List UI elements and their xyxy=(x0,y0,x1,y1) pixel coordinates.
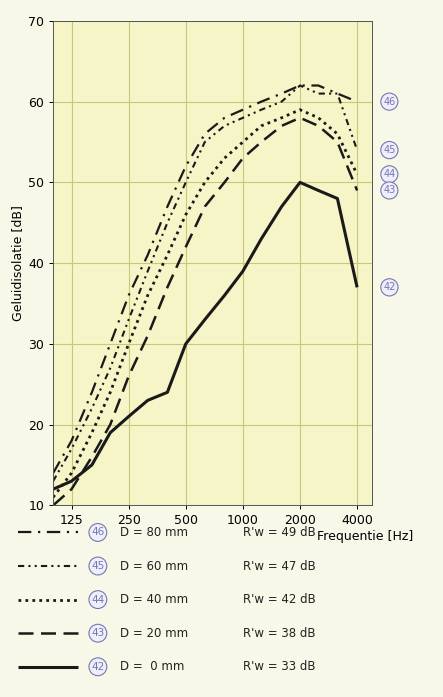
Text: 42: 42 xyxy=(383,282,396,292)
Text: R'w = 33 dB: R'w = 33 dB xyxy=(243,660,316,673)
Text: 46: 46 xyxy=(383,97,396,107)
X-axis label: Frequentie [Hz]: Frequentie [Hz] xyxy=(317,530,414,543)
Text: 45: 45 xyxy=(91,561,105,571)
Text: R'w = 38 dB: R'w = 38 dB xyxy=(243,627,316,640)
Text: D =  0 mm: D = 0 mm xyxy=(120,660,184,673)
Text: R'w = 49 dB: R'w = 49 dB xyxy=(243,526,316,539)
Text: 44: 44 xyxy=(91,595,105,604)
Text: D = 80 mm: D = 80 mm xyxy=(120,526,187,539)
Text: R'w = 47 dB: R'w = 47 dB xyxy=(243,560,316,572)
Text: 43: 43 xyxy=(383,185,396,195)
Text: 45: 45 xyxy=(383,145,396,155)
Text: 46: 46 xyxy=(91,528,105,537)
Text: 43: 43 xyxy=(91,628,105,638)
Text: D = 60 mm: D = 60 mm xyxy=(120,560,188,572)
Text: D = 40 mm: D = 40 mm xyxy=(120,593,188,606)
Text: D = 20 mm: D = 20 mm xyxy=(120,627,188,640)
Text: 44: 44 xyxy=(383,169,396,179)
Y-axis label: Geluidisolatie [dB]: Geluidisolatie [dB] xyxy=(11,205,24,321)
Text: R'w = 42 dB: R'w = 42 dB xyxy=(243,593,316,606)
Text: 42: 42 xyxy=(91,661,105,672)
